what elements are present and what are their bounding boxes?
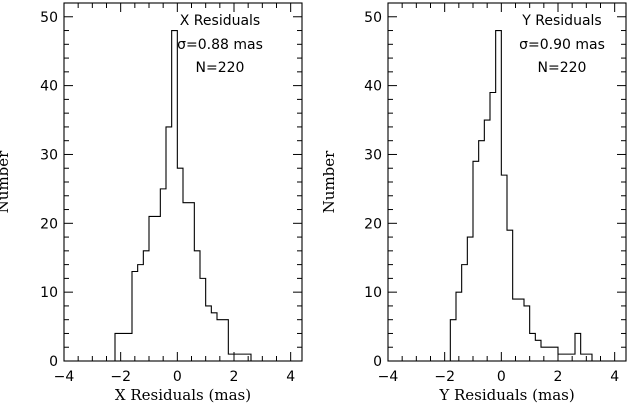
y-histogram-bin xyxy=(507,230,513,361)
x-histogram-bin xyxy=(223,320,229,361)
x-ytick-label: 0 xyxy=(49,354,58,370)
x-histogram-bin xyxy=(138,265,144,361)
x-histogram-bin xyxy=(211,313,217,361)
y-histogram-bin xyxy=(581,354,587,361)
x-histogram-bin xyxy=(245,354,251,361)
y-yaxis-title: Number xyxy=(320,150,338,213)
y-xtick-label: −2 xyxy=(434,369,455,385)
y-annotation-line: Y Residuals xyxy=(521,13,601,29)
y-ytick-label: 40 xyxy=(364,79,382,95)
x-histogram-bin xyxy=(206,306,212,361)
x-ytick-label: 10 xyxy=(40,285,58,301)
y-ytick-label: 0 xyxy=(373,354,382,370)
x-histogram-bin xyxy=(183,203,189,361)
y-xtick-label: 2 xyxy=(554,369,563,385)
y-histogram-bin xyxy=(552,347,558,361)
x-xaxis-title: X Residuals (mas) xyxy=(115,386,251,404)
x-histogram-bin xyxy=(115,333,121,361)
y-histogram-bin xyxy=(490,93,496,362)
x-histogram-bin xyxy=(160,189,166,361)
x-histogram-bin xyxy=(149,216,155,361)
y-histogram-bin xyxy=(513,299,519,361)
y-xtick-label: −4 xyxy=(378,369,399,385)
x-histogram-bin xyxy=(194,251,200,361)
y-histogram-bin xyxy=(547,347,553,361)
x-histogram-bin xyxy=(155,216,161,361)
x-histogram-bin xyxy=(166,127,172,361)
y-annotation-line: σ=0.90 mas xyxy=(519,37,605,53)
y-histogram-bin xyxy=(564,354,570,361)
y-histogram-bin xyxy=(541,347,547,361)
x-histogram-bin xyxy=(217,320,223,361)
x-ytick-label: 40 xyxy=(40,79,58,95)
x-xtick-label: 4 xyxy=(286,369,295,385)
y-histogram-bin xyxy=(450,320,456,361)
x-histogram-bin xyxy=(240,354,246,361)
x-histogram-bin xyxy=(200,278,206,361)
y-histogram-bin xyxy=(496,31,502,361)
y-histogram-bin xyxy=(558,354,564,361)
y-histogram-bin xyxy=(484,120,490,361)
y-xtick-label: 0 xyxy=(497,369,506,385)
y-histogram-steps xyxy=(449,29,593,361)
x-histogram-bin xyxy=(189,203,195,361)
x-histogram-bin xyxy=(228,354,234,361)
x-histogram-bin xyxy=(172,31,178,361)
y-histogram-bin xyxy=(479,141,485,361)
x-annotation-line: σ=0.88 mas xyxy=(177,37,263,53)
y-histogram-bin xyxy=(524,306,530,361)
y-ytick-label: 50 xyxy=(364,10,382,26)
x-xtick-label: −4 xyxy=(54,369,75,385)
x-histogram-bin xyxy=(126,333,132,361)
y-histogram-bin xyxy=(569,354,575,361)
y-histogram-bin xyxy=(518,299,524,361)
y-xtick-label: 4 xyxy=(610,369,619,385)
x-ytick-label: 50 xyxy=(40,10,58,26)
x-histogram-bin xyxy=(121,333,127,361)
y-histogram-bin xyxy=(456,292,462,361)
y-histogram-bin xyxy=(473,161,479,361)
x-ytick-label: 30 xyxy=(40,147,58,163)
x-histogram-steps xyxy=(114,29,257,362)
y-annotation-line: N=220 xyxy=(538,60,587,76)
x-annotation-line: X Residuals xyxy=(180,13,260,29)
y-histogram-bin xyxy=(462,265,468,361)
x-yaxis-title: Number xyxy=(0,150,12,213)
y-histogram-bin xyxy=(530,333,536,361)
y-ytick-label: 20 xyxy=(364,216,382,232)
x-annotation-line: N=220 xyxy=(196,60,245,76)
x-histogram-bin xyxy=(143,251,149,361)
x-xtick-label: 0 xyxy=(173,369,182,385)
x-histogram-bin xyxy=(234,354,240,361)
y-ytick-label: 10 xyxy=(364,285,382,301)
y-xaxis-title: Y Residuals (mas) xyxy=(438,386,574,404)
y-histogram-bin xyxy=(575,333,581,361)
x-histogram-bin xyxy=(177,168,183,361)
y-histogram-bin xyxy=(467,237,473,361)
x-histogram-bin xyxy=(132,272,138,362)
y-ytick-label: 30 xyxy=(364,147,382,163)
x-ytick-label: 20 xyxy=(40,216,58,232)
y-histogram-bin xyxy=(535,340,541,361)
y-histogram-bin xyxy=(501,175,507,361)
y-histogram-bin xyxy=(586,354,592,361)
x-xtick-label: 2 xyxy=(230,369,239,385)
x-xtick-label: −2 xyxy=(110,369,131,385)
